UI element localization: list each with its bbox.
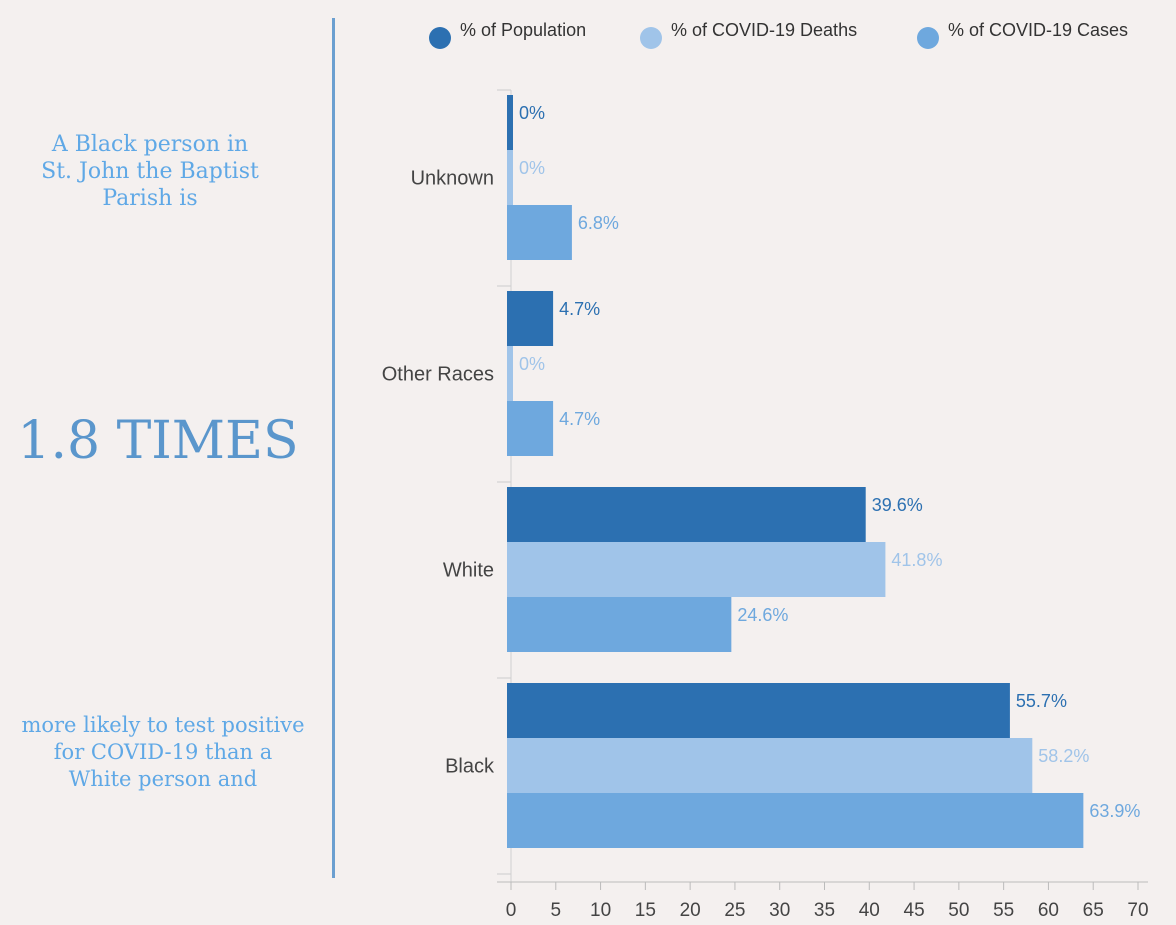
legend-marker <box>640 27 662 49</box>
data-label: 58.2% <box>1038 746 1089 766</box>
data-label: 0% <box>519 158 545 178</box>
legend-label: % of Population <box>460 20 586 40</box>
x-tick-label: 70 <box>1127 900 1148 921</box>
x-tick-label: 45 <box>904 900 925 921</box>
category-label: Unknown <box>411 168 494 190</box>
outro-text: more likely to test positive for COVID-1… <box>21 713 305 791</box>
bar <box>507 150 513 205</box>
data-label: 55.7% <box>1016 691 1067 711</box>
legend-marker <box>429 27 451 49</box>
legend-label: % of COVID-19 Deaths <box>671 20 857 40</box>
bar <box>507 346 513 401</box>
legend-label: % of COVID-19 Cases <box>948 20 1128 40</box>
bar <box>507 683 1010 738</box>
x-tick-label: 55 <box>993 900 1014 921</box>
divider <box>332 18 335 878</box>
data-label: 24.6% <box>737 605 788 625</box>
data-label: 0% <box>519 103 545 123</box>
x-tick-label: 65 <box>1083 900 1104 921</box>
bar <box>507 205 572 260</box>
x-tick-label: 40 <box>859 900 880 921</box>
x-tick-label: 15 <box>635 900 656 921</box>
x-tick-label: 20 <box>680 900 701 921</box>
bar <box>507 487 866 542</box>
bar <box>507 542 886 597</box>
category-label: Other Races <box>382 364 494 386</box>
data-label: 41.8% <box>891 550 942 570</box>
bar <box>507 738 1033 793</box>
x-tick-label: 60 <box>1038 900 1059 921</box>
x-tick-label: 0 <box>506 900 517 921</box>
bar <box>507 597 732 652</box>
x-tick-label: 50 <box>948 900 969 921</box>
data-label: 63.9% <box>1089 801 1140 821</box>
x-tick-label: 10 <box>590 900 611 921</box>
category-label: White <box>443 560 494 582</box>
x-tick-label: 5 <box>550 900 561 921</box>
bar <box>507 401 554 456</box>
data-label: 4.7% <box>559 299 600 319</box>
category-label: Black <box>445 756 495 778</box>
data-label: 4.7% <box>559 409 600 429</box>
bar <box>507 95 513 150</box>
x-tick-label: 25 <box>724 900 745 921</box>
big-stat: 1.8 TIMES <box>17 411 299 471</box>
intro-text: A Black person in St. John the Baptist P… <box>41 132 259 211</box>
data-label: 6.8% <box>578 213 619 233</box>
data-label: 0% <box>519 354 545 374</box>
bar <box>507 793 1084 848</box>
bar <box>507 291 554 346</box>
legend-marker <box>917 27 939 49</box>
x-tick-label: 30 <box>769 900 790 921</box>
data-label: 39.6% <box>872 495 923 515</box>
x-tick-label: 35 <box>814 900 835 921</box>
